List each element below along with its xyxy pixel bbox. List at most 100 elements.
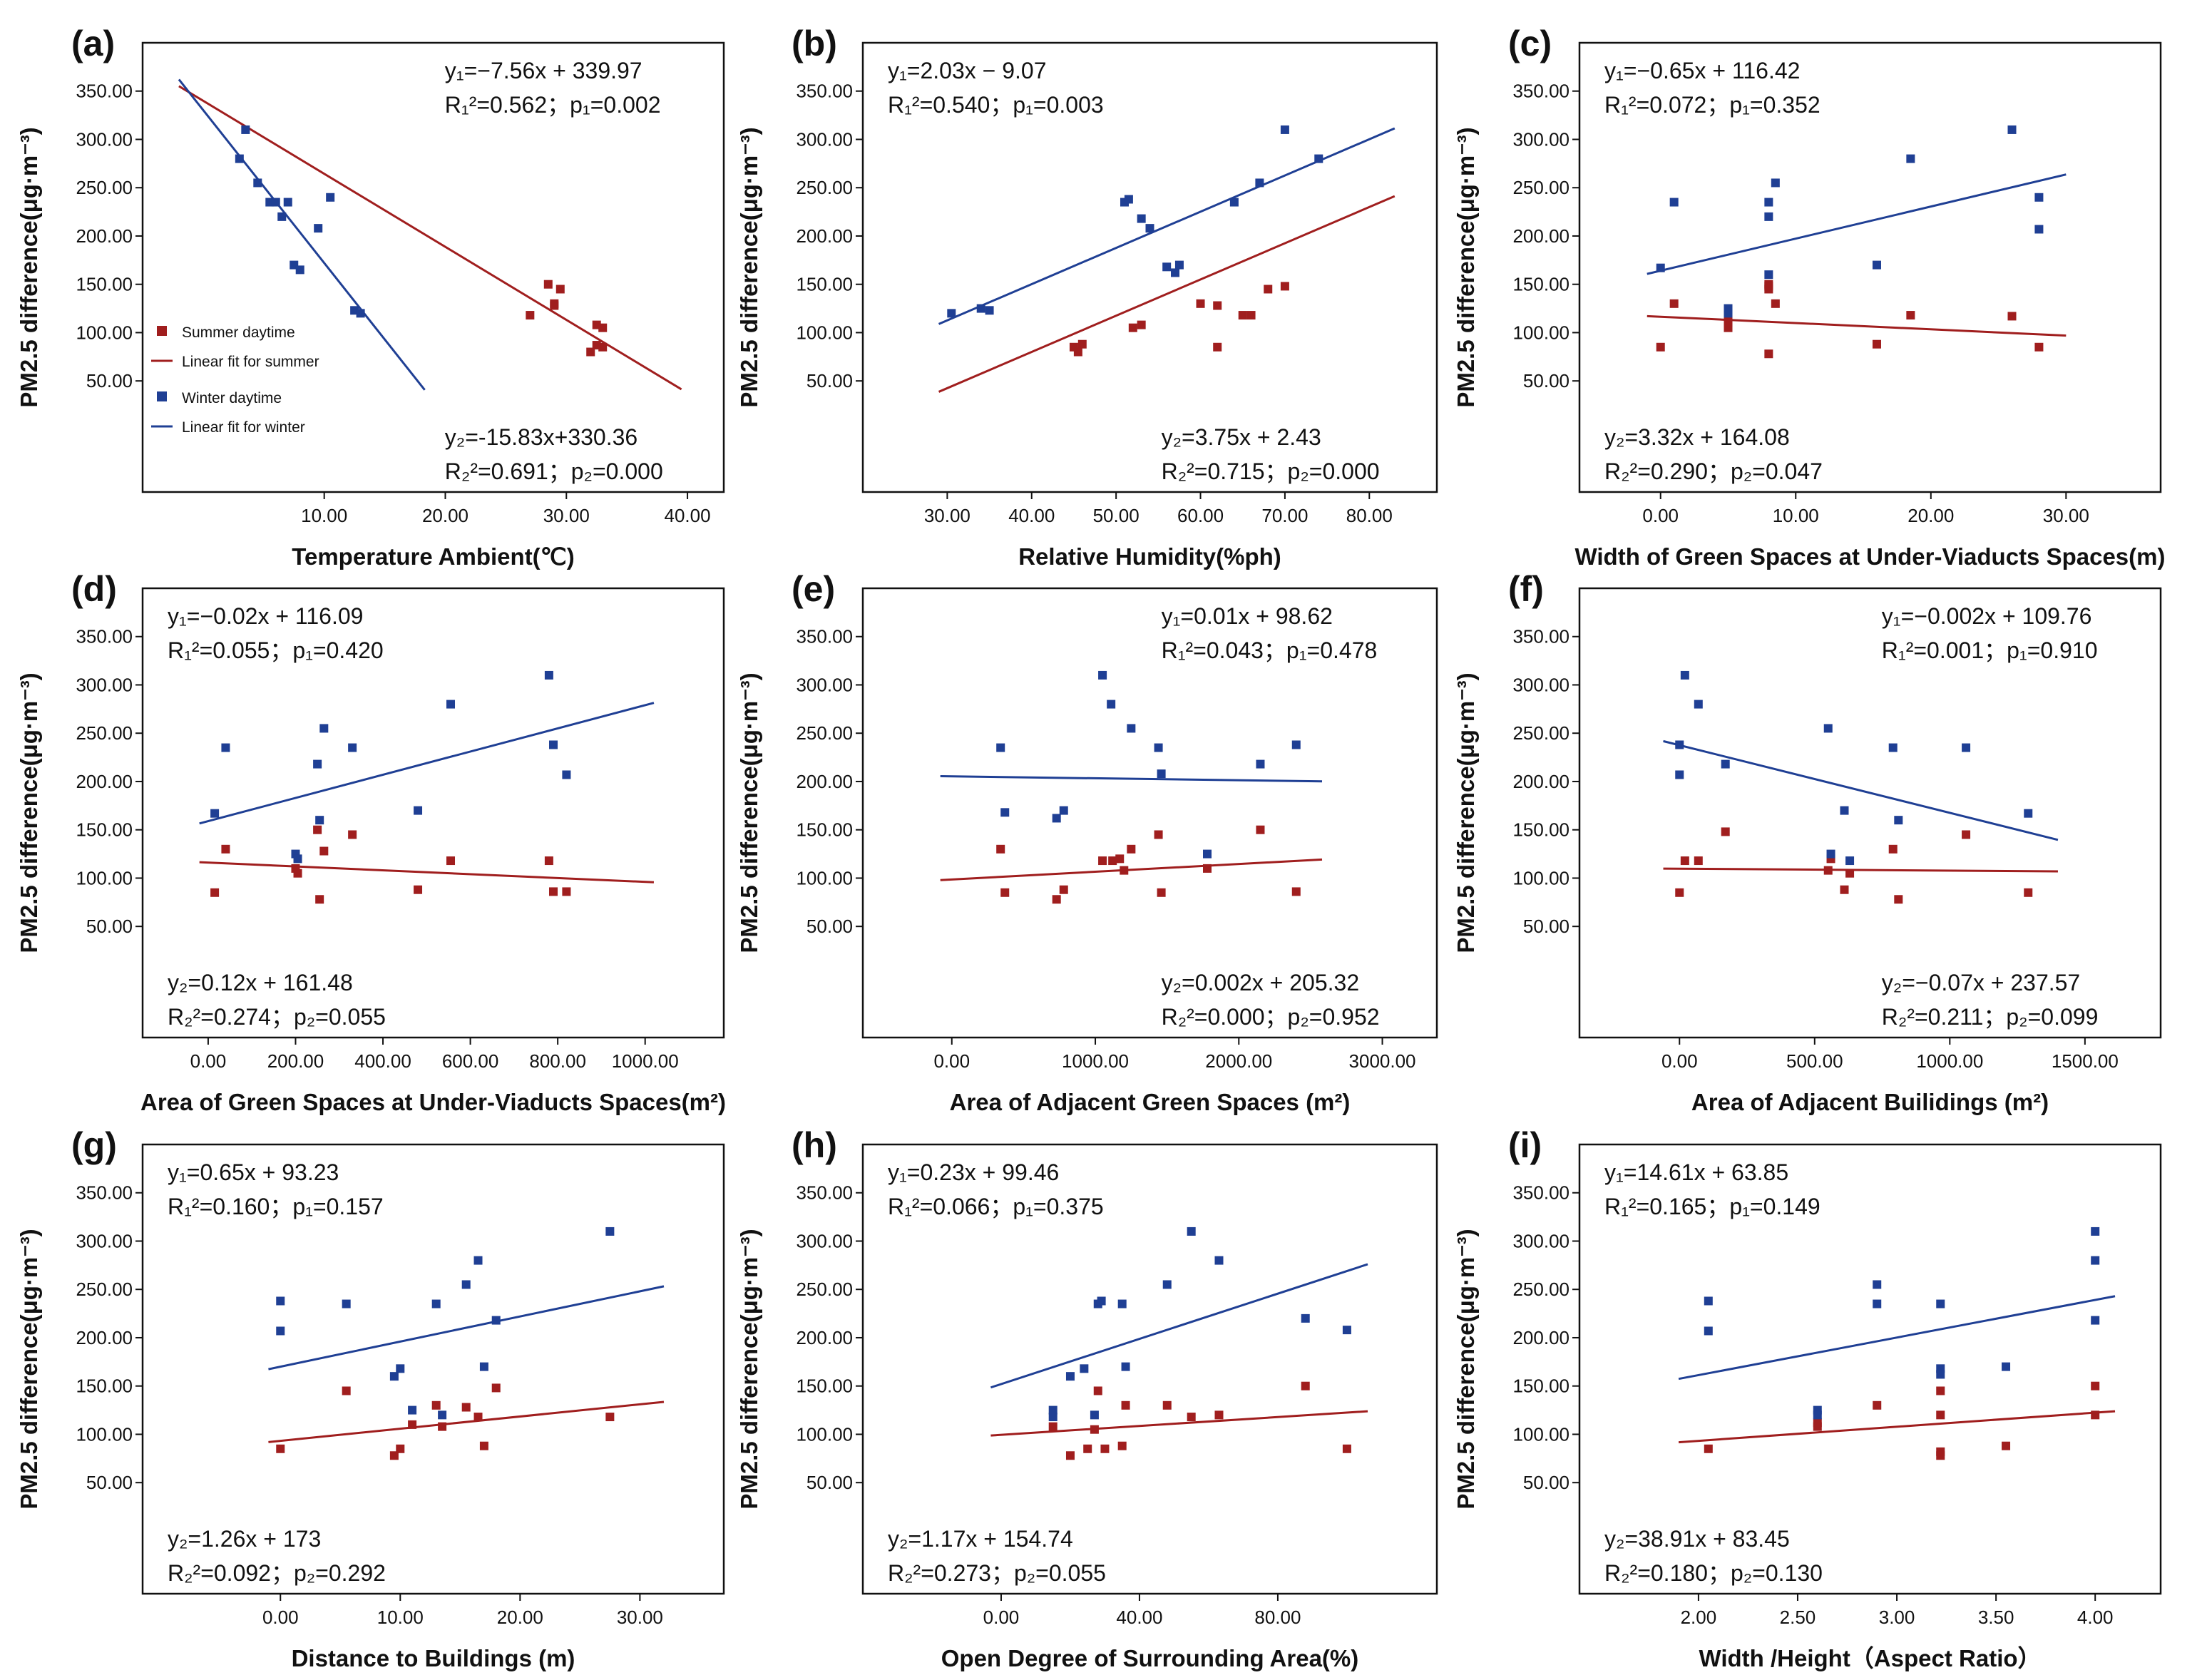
y-tick-label: 50.00: [86, 1472, 133, 1493]
summer-data-point: [526, 311, 535, 320]
summer-data-point: [562, 887, 571, 896]
winter-data-point: [2091, 1256, 2100, 1265]
y-tick-label: 150.00: [76, 819, 133, 841]
winter-data-point: [1656, 263, 1665, 272]
winter-data-point: [313, 759, 322, 769]
winter-data-point: [283, 198, 292, 207]
x-tick-label: 200.00: [267, 1050, 324, 1072]
x-tick-label: 10.00: [1773, 505, 1819, 526]
x-tick-label: 30.00: [543, 505, 590, 526]
y-tick-label: 350.00: [1512, 1182, 1569, 1204]
summer-data-point: [1291, 887, 1301, 896]
summer-data-point: [319, 846, 329, 856]
x-tick-label: 0.00: [933, 1050, 970, 1072]
y-axis-title: PM2.5 difference(μg·m⁻³): [1453, 127, 1479, 407]
summer-data-point: [2091, 1381, 2100, 1390]
summer-data-point: [2002, 1441, 2011, 1450]
x-tick-label: 50.00: [1093, 505, 1140, 526]
x-tick-label: 2.50: [1780, 1607, 1816, 1628]
chart-panel: (c) 50.00 100.00 150.00 200.00 250.00 300.00 35…: [1453, 24, 2165, 570]
x-tick-label: 40.00: [665, 505, 711, 526]
panel-label: (c): [1508, 24, 1552, 63]
summer-data-point: [1845, 869, 1855, 878]
summer-regression-text: R₂²=0.000；p₂=0.952: [1162, 1004, 1380, 1030]
winter-data-point: [1145, 224, 1154, 233]
winter-data-point: [293, 854, 302, 864]
winter-data-point: [2002, 1362, 2011, 1371]
summer-data-point: [342, 1386, 351, 1395]
winter-data-point: [319, 724, 329, 733]
legend-entry: Linear fit for summer: [182, 354, 319, 370]
winter-data-point: [276, 1326, 285, 1336]
x-axis-title: Area of Adjacent Builidings (m²): [1691, 1089, 2049, 1115]
summer-fit-line: [268, 1400, 665, 1443]
summer-data-point: [996, 844, 1005, 854]
winter-data-point: [1888, 743, 1898, 752]
y-tick-label: 200.00: [76, 771, 133, 792]
winter-data-point: [1255, 178, 1264, 188]
y-tick-label: 100.00: [796, 322, 853, 343]
x-tick-label: 2.00: [1681, 1607, 1717, 1628]
winter-data-point: [1121, 1362, 1130, 1371]
y-axis-title: PM2.5 difference(μg·m⁻³): [1453, 672, 1479, 953]
summer-regression-text: R₂²=0.180；p₂=0.130: [1604, 1560, 1823, 1586]
y-tick-label: 250.00: [1512, 1279, 1569, 1300]
winter-regression-text: R₁²=0.043；p₁=0.478: [1162, 637, 1378, 663]
y-tick-label: 100.00: [76, 1423, 133, 1445]
y-tick-label: 250.00: [1512, 177, 1569, 198]
panel-label: (f): [1508, 569, 1544, 609]
x-tick-label: 0.00: [1661, 1050, 1698, 1072]
summer-regression-text: y₂=-15.83x+330.36: [445, 424, 637, 450]
winter-data-point: [438, 1410, 447, 1420]
summer-data-point: [586, 347, 595, 357]
summer-data-point: [1301, 1381, 1310, 1390]
winter-data-point: [326, 193, 335, 202]
summer-data-point: [389, 1451, 399, 1460]
summer-data-point: [1213, 301, 1222, 310]
summer-data-point: [1675, 888, 1684, 897]
winter-data-point: [1845, 856, 1855, 866]
winter-data-point: [1813, 1410, 1822, 1420]
chart-panel: (b) 50.00 100.00 150.00 200.00 250.00 300.00 35…: [736, 24, 1438, 570]
summer-data-point: [1077, 339, 1087, 349]
winter-data-point: [605, 1226, 615, 1236]
summer-regression-text: y₂=3.75x + 2.43: [1162, 424, 1321, 450]
winter-data-point: [2034, 225, 2044, 234]
summer-data-point: [605, 1413, 615, 1422]
panel-label: (d): [71, 569, 117, 609]
panel-label: (g): [71, 1125, 117, 1165]
y-tick-label: 250.00: [76, 1279, 133, 1300]
summer-data-point: [1264, 285, 1273, 294]
winter-data-point: [1171, 268, 1180, 277]
summer-regression-text: y₂=3.32x + 164.08: [1604, 424, 1790, 450]
winter-data-point: [1154, 743, 1163, 752]
chart-panel: (a) 50.00 100.00 150.00 200.00 250.00 300.00 35…: [16, 24, 725, 570]
summer-data-point: [1100, 1444, 1110, 1453]
x-tick-label: 30.00: [924, 505, 971, 526]
x-tick-label: 80.00: [1346, 505, 1393, 526]
x-axis-title: Width of Green Spaces at Under-Viaducts …: [1575, 543, 2166, 570]
x-tick-label: 800.00: [529, 1050, 586, 1072]
winter-fit-line: [1678, 1295, 2116, 1381]
winter-data-point: [1764, 198, 1773, 207]
summer-fit-line: [1663, 867, 2058, 873]
summer-data-point: [1936, 1451, 1945, 1460]
winter-data-point: [1823, 724, 1833, 733]
plot-frame: [861, 1143, 1438, 1595]
winter-data-point: [1137, 214, 1146, 223]
x-tick-label: 0.00: [190, 1050, 227, 1072]
y-tick-label: 150.00: [796, 1376, 853, 1397]
y-tick-label: 350.00: [796, 81, 853, 102]
x-axis-title: Width /Height（Aspect Ratio）: [1699, 1645, 2041, 1671]
plot-frame: [1578, 1143, 2162, 1595]
summer-data-point: [276, 1444, 285, 1453]
summer-regression-text: R₂²=0.273；p₂=0.055: [888, 1560, 1106, 1586]
x-axis-title: Area of Green Spaces at Under-Viaducts S…: [140, 1089, 726, 1115]
winter-data-point: [1694, 700, 1703, 709]
x-tick-label: 0.00: [1642, 505, 1679, 526]
winter-data-point: [976, 304, 985, 313]
chart-panel: (h) 50.00 100.00 150.00 200.00 250.00 300.00 35…: [736, 1125, 1438, 1671]
summer-data-point: [313, 825, 322, 834]
y-tick-label: 150.00: [1512, 819, 1569, 841]
